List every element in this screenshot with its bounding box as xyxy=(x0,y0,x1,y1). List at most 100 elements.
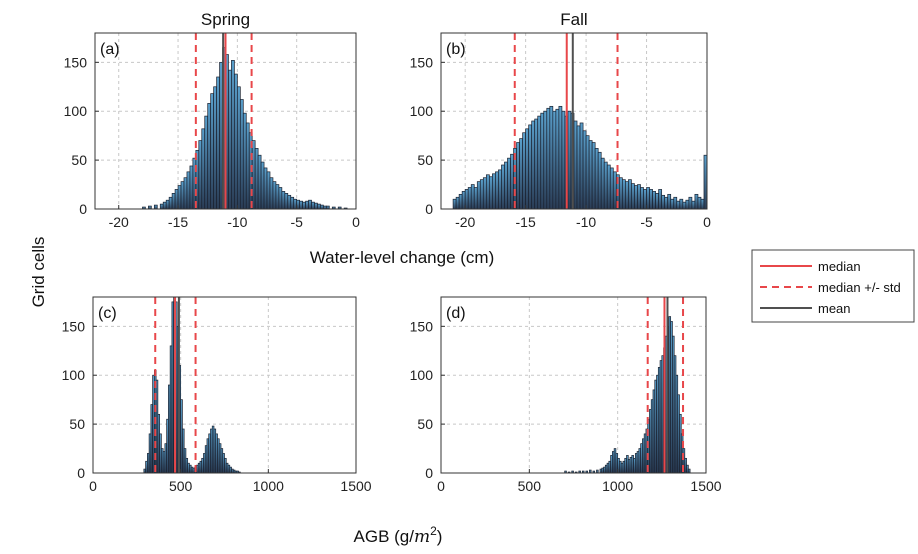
histogram-bar xyxy=(320,204,324,210)
histogram-bar xyxy=(231,60,235,210)
histogram-bar xyxy=(516,142,520,210)
histogram-bar xyxy=(649,189,653,210)
histogram-bar xyxy=(458,193,463,210)
histogram-bar xyxy=(201,128,206,210)
x-tick-label: 1500 xyxy=(690,478,721,494)
histogram-bar xyxy=(180,181,185,210)
histogram-bar xyxy=(168,196,173,210)
histogram-bar xyxy=(603,161,608,210)
x-tick-label: -10 xyxy=(227,214,247,230)
y-tick-label: 100 xyxy=(62,367,86,383)
histogram-bar xyxy=(673,196,678,210)
histogram-bar xyxy=(216,76,220,210)
histogram-bar xyxy=(228,69,232,210)
x-tick-label: -5 xyxy=(640,214,653,230)
histogram-bar xyxy=(634,185,638,210)
histogram-bar xyxy=(558,105,563,210)
histogram-bar xyxy=(162,201,167,210)
histogram-bar xyxy=(537,115,542,210)
histogram-bar xyxy=(652,191,656,210)
x-tick-label: 500 xyxy=(169,478,193,494)
panel-fall-water-level: -20 -15 -10 -5 0 0 50 100 150 (b) Fall xyxy=(410,10,711,230)
histogram-bar xyxy=(519,138,523,210)
y-tick-label: 100 xyxy=(64,103,88,119)
histogram-bar xyxy=(272,181,277,210)
histogram-bar xyxy=(311,201,315,210)
histogram-bar xyxy=(609,167,614,210)
y-tick-label: 100 xyxy=(410,103,434,119)
histogram-bar xyxy=(504,161,508,210)
histogram-bar xyxy=(687,468,691,474)
agb-label-var: m xyxy=(414,527,430,547)
histogram-bar xyxy=(476,181,481,210)
y-tick-label: 50 xyxy=(71,152,87,168)
histogram-bar xyxy=(189,165,194,210)
histogram-bar xyxy=(543,110,548,210)
histogram-bar xyxy=(314,202,318,210)
panel-fall-agb: 0 500 1000 1500 0 50 100 150 (d) xyxy=(410,296,722,494)
y-tick-label: 150 xyxy=(62,318,86,334)
histogram-bar xyxy=(302,201,306,210)
x-tick-label: -5 xyxy=(290,214,303,230)
histogram-bar xyxy=(555,108,560,210)
histogram-bar xyxy=(165,199,170,210)
histogram-bar xyxy=(549,105,554,210)
histogram-bar xyxy=(600,157,605,210)
histogram-bar xyxy=(691,200,696,210)
panel-title: Fall xyxy=(560,10,587,29)
histogram-bar xyxy=(251,140,256,210)
x-tick-label: 500 xyxy=(518,478,542,494)
histogram-bar xyxy=(582,130,587,210)
histogram-bar xyxy=(697,196,702,210)
histogram-bar xyxy=(210,93,214,210)
histogram-bar xyxy=(266,171,271,210)
histogram-bar xyxy=(591,142,596,210)
histogram-bar xyxy=(305,200,309,210)
legend-std-label: median +/- std xyxy=(818,280,901,295)
histogram-bar xyxy=(528,124,533,210)
histogram-bar xyxy=(655,193,659,210)
histogram-bar xyxy=(658,189,663,210)
histogram-bar xyxy=(263,167,268,210)
histogram-bar xyxy=(290,196,295,210)
x-axis-label-agb: AGB (g/m2) xyxy=(354,524,443,547)
axes-frame xyxy=(440,32,708,210)
histogram-bar xyxy=(186,171,191,210)
histogram-bar xyxy=(573,120,578,210)
histogram-bar xyxy=(153,204,158,210)
histogram-bar xyxy=(213,86,217,210)
histogram-bar xyxy=(579,122,584,210)
histogram-bar xyxy=(661,194,666,210)
histogram-bar xyxy=(567,110,572,210)
histogram-bar xyxy=(234,73,238,210)
y-tick-label: 0 xyxy=(425,201,433,217)
panel-tag: (b) xyxy=(446,41,466,58)
x-tick-label: -20 xyxy=(109,214,129,230)
x-tick-label: 0 xyxy=(437,478,445,494)
histogram-bar xyxy=(308,199,312,210)
histogram-bar xyxy=(606,164,611,210)
histogram-bar xyxy=(219,61,223,210)
histogram-bar xyxy=(242,112,247,210)
axes-frame xyxy=(94,32,357,210)
histogram-bar xyxy=(245,122,250,210)
histogram-bar xyxy=(618,177,623,210)
histogram-bar xyxy=(700,198,705,210)
y-tick-label: 0 xyxy=(77,465,85,481)
histogram-bar xyxy=(260,161,265,210)
histogram-bar xyxy=(631,183,635,210)
panel-spring-water-level: -20 -15 -10 -5 0 0 50 100 150 (a) Spring xyxy=(64,10,360,230)
histogram-bar xyxy=(281,191,286,210)
x-tick-label: -15 xyxy=(516,214,536,230)
histogram-bar xyxy=(594,148,599,210)
histogram-bar xyxy=(278,187,283,210)
histogram-bar xyxy=(269,177,274,210)
histogram-bar xyxy=(588,140,593,210)
histogram-bar xyxy=(299,200,303,210)
histogram-bar xyxy=(207,103,212,210)
histogram-bar xyxy=(664,196,669,210)
histogram-bar xyxy=(510,153,514,210)
histogram-bar xyxy=(198,140,203,210)
histogram-bar xyxy=(455,196,460,210)
